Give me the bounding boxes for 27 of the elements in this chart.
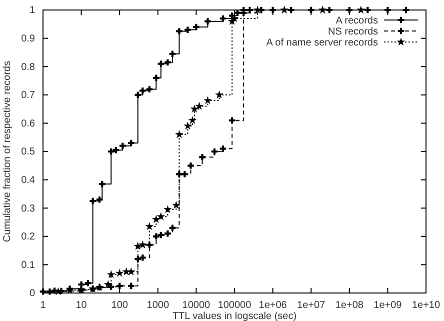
x-tick-label: 10000: [182, 300, 211, 312]
x-tick-label: 1: [40, 300, 46, 312]
x-tick-label: 10: [76, 300, 88, 312]
y-tick-label: 0.5: [21, 146, 36, 158]
y-tick-label: 0.1: [21, 260, 36, 271]
y-tick-label: 0.2: [21, 232, 36, 243]
y-tick-label: 0.3: [21, 203, 36, 214]
y-axis-title: Cumulative fraction of respective records: [2, 60, 13, 242]
y-tick-label: 0.6: [21, 118, 36, 130]
legend-label: A of name server records: [266, 38, 378, 48]
y-tick-label: 1: [29, 5, 36, 16]
x-tick-label: 100000: [218, 300, 252, 312]
y-tick-label: 0.9: [21, 34, 36, 44]
x-tick-label: 1e+08: [335, 300, 364, 312]
legend-label: A records: [336, 16, 378, 26]
legend-label: NS records: [328, 26, 378, 38]
x-tick-label: 1000: [146, 300, 170, 312]
y-tick-label: 0: [29, 288, 36, 300]
x-tick-label: 100: [111, 300, 128, 312]
y-tick-label: 0.7: [21, 90, 36, 102]
x-tick-label: 1e+10: [412, 300, 440, 312]
y-tick-label: 0.4: [21, 175, 36, 186]
x-tick-label: 1e+06: [258, 300, 288, 312]
x-tick-label: 1e+09: [374, 300, 402, 312]
y-tick-label: 0.8: [21, 62, 36, 73]
x-tick-label: 1e+07: [297, 300, 326, 312]
x-axis-title: TTL values in logscale (sec): [172, 311, 297, 321]
